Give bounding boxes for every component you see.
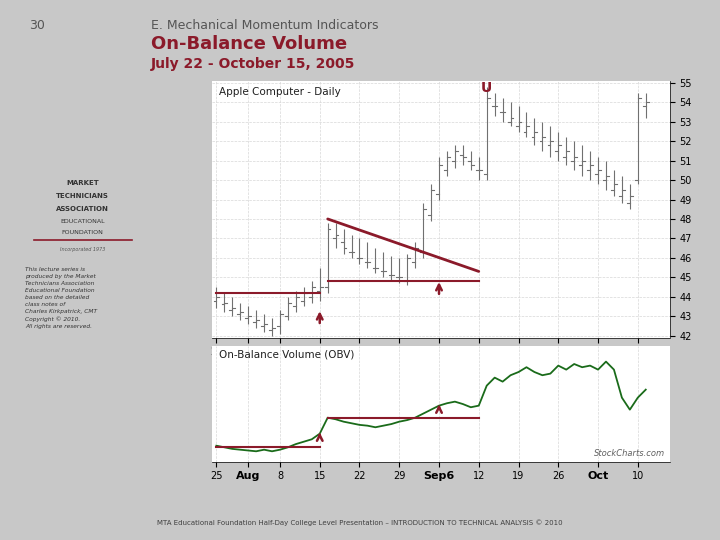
Text: MTA Educational Foundation Half-Day College Level Presentation – INTRODUCTION TO: MTA Educational Foundation Half-Day Coll… <box>157 520 563 526</box>
Text: ASSOCIATION: ASSOCIATION <box>56 206 109 212</box>
Text: MARKET: MARKET <box>66 180 99 186</box>
Text: On-Balance Volume (OBV): On-Balance Volume (OBV) <box>220 349 355 359</box>
Text: 30: 30 <box>29 19 45 32</box>
Text: U: U <box>481 80 492 94</box>
Text: StockCharts.com: StockCharts.com <box>594 449 665 458</box>
Text: On-Balance Volume: On-Balance Volume <box>151 35 347 53</box>
Text: TECHNICIANS: TECHNICIANS <box>56 193 109 199</box>
Text: Incorporated 1973: Incorporated 1973 <box>60 247 106 252</box>
Text: July 22 - October 15, 2005: July 22 - October 15, 2005 <box>151 57 356 71</box>
Text: EDUCATIONAL: EDUCATIONAL <box>60 219 105 224</box>
Text: This lecture series is
produced by the Market
Technicians Association
Educationa: This lecture series is produced by the M… <box>25 267 97 329</box>
Text: E. Mechanical Momentum Indicators: E. Mechanical Momentum Indicators <box>151 19 379 32</box>
Text: FOUNDATION: FOUNDATION <box>62 230 104 235</box>
Text: Apple Computer - Daily: Apple Computer - Daily <box>220 87 341 97</box>
